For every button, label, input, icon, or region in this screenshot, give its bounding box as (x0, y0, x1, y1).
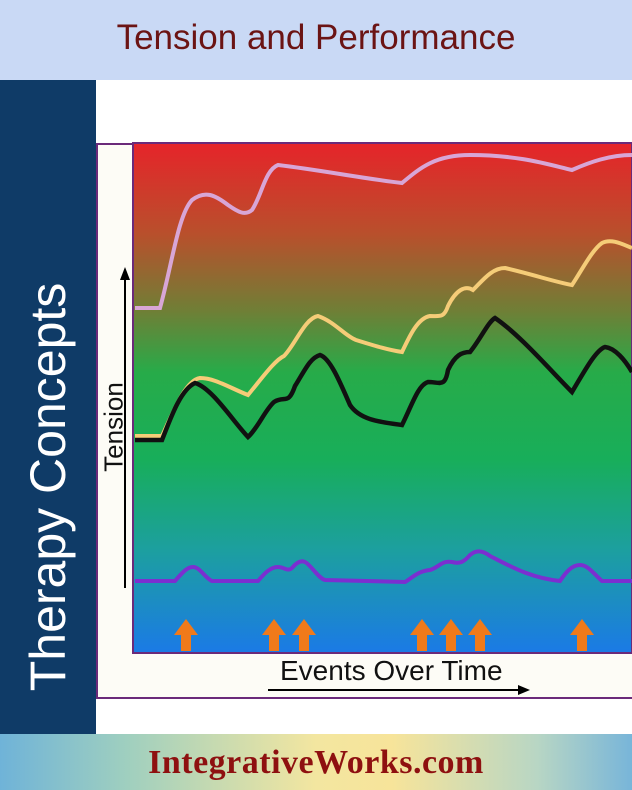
event-arrow (439, 619, 463, 651)
top-tension-curve (135, 152, 632, 310)
event-arrow (262, 619, 286, 651)
brand-link[interactable]: IntegrativeWorks.com (148, 744, 484, 781)
event-arrow (570, 619, 594, 651)
sidebar-banner: Therapy Concepts (0, 80, 96, 734)
middle-tension-curve (135, 315, 632, 443)
event-arrow (174, 619, 198, 651)
upper-tension-curve (135, 239, 632, 438)
page-title: Tension and Performance (116, 18, 516, 57)
x-axis-arrow (268, 685, 530, 695)
baseline-tension-curve (135, 549, 632, 585)
tension-chart (120, 142, 632, 695)
y-axis-arrow (120, 267, 130, 588)
header-banner: Tension and Performance (0, 0, 632, 80)
y-axis-label: Tension (98, 382, 129, 472)
event-arrow (468, 619, 492, 651)
footer-banner: IntegrativeWorks.com (0, 734, 632, 790)
event-arrow (410, 619, 434, 651)
event-arrows (174, 619, 594, 651)
x-axis-label: Events Over Time (280, 655, 503, 686)
event-arrow (292, 619, 316, 651)
